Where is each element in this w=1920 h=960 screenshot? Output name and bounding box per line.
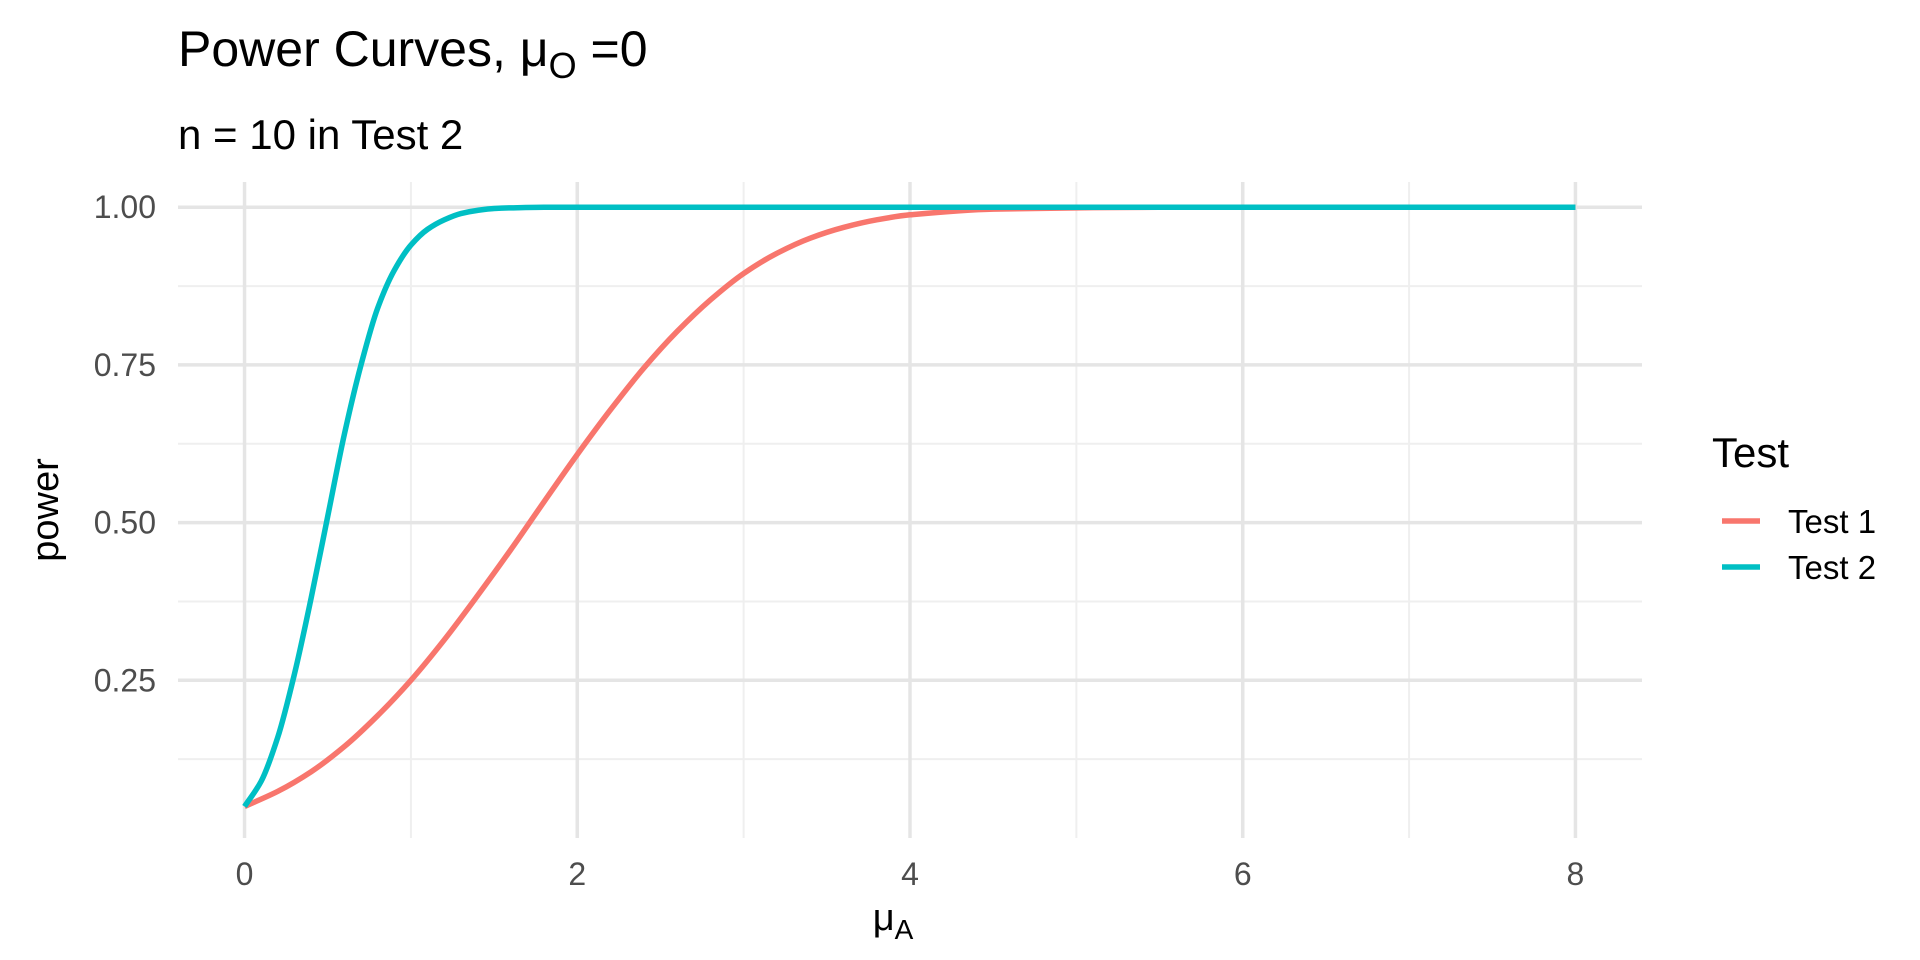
y-tick-label: 0.25 — [94, 662, 156, 698]
chart-title: Power Curves, μO =0 — [178, 21, 648, 86]
y-axis-ticks: 0.25 0.50 0.75 1.00 — [94, 189, 156, 698]
x-axis-title: μA — [873, 897, 914, 945]
x-axis-title-subscript: A — [895, 914, 914, 945]
x-tick-label: 8 — [1567, 856, 1585, 892]
title-suffix: =0 — [577, 21, 648, 77]
title-subscript: O — [549, 45, 577, 86]
series-line-test-2 — [242, 204, 1576, 808]
y-tick-label: 0.50 — [94, 505, 156, 541]
x-tick-label: 2 — [568, 856, 586, 892]
x-tick-label: 0 — [236, 856, 254, 892]
y-axis-title: power — [25, 458, 67, 562]
x-axis-ticks: 0 2 4 6 8 — [236, 856, 1585, 892]
legend-label-test-1: Test 1 — [1788, 503, 1876, 540]
y-tick-label: 0.75 — [94, 347, 156, 383]
y-tick-label: 1.00 — [94, 189, 156, 225]
chart-subtitle: n = 10 in Test 2 — [178, 111, 463, 158]
legend-label-test-2: Test 2 — [1788, 549, 1876, 586]
grid — [178, 182, 1642, 838]
legend: Test Test 1 Test 2 — [1712, 429, 1876, 586]
x-tick-label: 6 — [1234, 856, 1252, 892]
x-tick-label: 4 — [901, 856, 919, 892]
series-layer — [242, 204, 1576, 809]
legend-title: Test — [1712, 429, 1789, 476]
